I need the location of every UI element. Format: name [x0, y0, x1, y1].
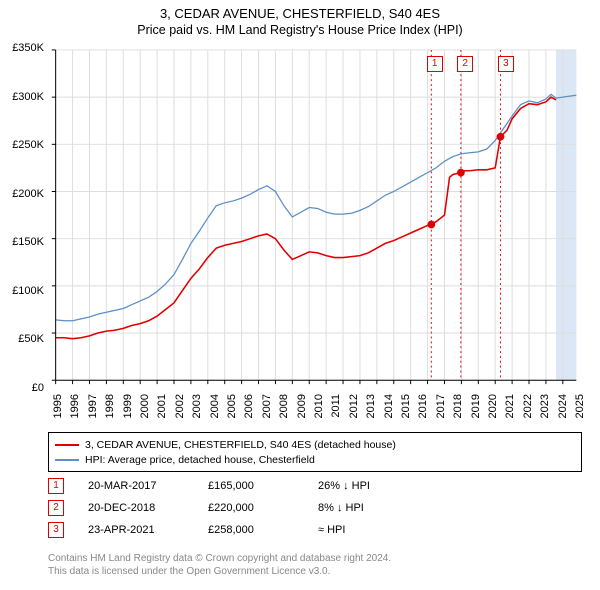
x-tick-label: 1998: [104, 394, 116, 418]
x-tick-label: 2009: [296, 394, 308, 418]
legend-swatch: [55, 444, 79, 446]
y-tick-label: £100K: [12, 285, 44, 297]
x-tick-label: 1996: [69, 394, 81, 418]
x-tick-label: 2007: [261, 394, 273, 418]
sale-diff: 26% ↓ HPI: [318, 480, 428, 492]
x-tick-label: 2012: [348, 394, 360, 418]
x-tick-label: 2013: [365, 394, 377, 418]
x-tick-label: 2024: [557, 394, 569, 418]
legend-label: HPI: Average price, detached house, Ches…: [85, 454, 315, 466]
x-tick-label: 2004: [209, 394, 221, 418]
x-tick-label: 2019: [470, 394, 482, 418]
x-tick-label: 1997: [87, 394, 99, 418]
plot-area: [48, 48, 584, 388]
x-tick-label: 2011: [330, 394, 342, 418]
x-tick-label: 2010: [313, 394, 325, 418]
x-tick-label: 2020: [487, 394, 499, 418]
chart-subtitle: Price paid vs. HM Land Registry's House …: [0, 23, 600, 37]
y-tick-label: £350K: [12, 42, 44, 54]
x-tick-label: 1995: [52, 394, 64, 418]
sale-point: [457, 169, 465, 177]
y-tick-label: £150K: [12, 236, 44, 248]
sale-marker-box: 1: [48, 478, 64, 494]
sale-point: [497, 133, 505, 141]
y-tick-label: £0: [32, 382, 44, 394]
footer-line1: Contains HM Land Registry data © Crown c…: [48, 552, 391, 565]
series-paid: [56, 97, 556, 339]
x-tick-label: 2000: [139, 394, 151, 418]
sale-marker-box: 2: [48, 500, 64, 516]
x-tick-label: 1999: [122, 394, 134, 418]
sale-marker-box: 3: [48, 522, 64, 538]
event-marker-3: 3: [498, 56, 514, 72]
y-tick-label: £250K: [12, 139, 44, 151]
x-tick-label: 2025: [574, 394, 586, 418]
footer-line2: This data is licensed under the Open Gov…: [48, 565, 391, 578]
sale-date: 20-MAR-2017: [88, 480, 208, 492]
sale-row: 3 23-APR-2021£258,000≈ HPI: [48, 522, 428, 538]
y-tick-label: £300K: [12, 91, 44, 103]
x-tick-label: 2016: [417, 394, 429, 418]
event-marker-1: 1: [427, 56, 443, 72]
sale-point: [427, 221, 435, 229]
legend-swatch: [55, 459, 79, 461]
x-tick-label: 2014: [383, 394, 395, 418]
footer-attribution: Contains HM Land Registry data © Crown c…: [48, 552, 391, 578]
sale-row: 2 20-DEC-2018£220,0008% ↓ HPI: [48, 500, 428, 516]
x-tick-label: 2005: [226, 394, 238, 418]
legend-label: 3, CEDAR AVENUE, CHESTERFIELD, S40 4ES (…: [85, 439, 396, 451]
chart-title: 3, CEDAR AVENUE, CHESTERFIELD, S40 4ES: [0, 6, 600, 21]
x-tick-label: 2003: [191, 394, 203, 418]
legend-row: HPI: Average price, detached house, Ches…: [55, 452, 575, 467]
legend: 3, CEDAR AVENUE, CHESTERFIELD, S40 4ES (…: [48, 432, 582, 472]
x-tick-label: 2017: [435, 394, 447, 418]
x-tick-label: 2006: [243, 394, 255, 418]
sale-diff: ≈ HPI: [318, 524, 428, 536]
x-tick-label: 2018: [452, 394, 464, 418]
y-tick-label: £200K: [12, 188, 44, 200]
chart-container: 3, CEDAR AVENUE, CHESTERFIELD, S40 4ES P…: [0, 0, 600, 590]
sale-row: 1 20-MAR-2017£165,00026% ↓ HPI: [48, 478, 428, 494]
sale-price: £220,000: [208, 502, 318, 514]
sale-date: 20-DEC-2018: [88, 502, 208, 514]
x-tick-label: 2001: [156, 394, 168, 418]
chart-title-block: 3, CEDAR AVENUE, CHESTERFIELD, S40 4ES P…: [0, 0, 600, 37]
y-tick-label: £50K: [18, 333, 44, 345]
sale-price: £258,000: [208, 524, 318, 536]
sale-diff: 8% ↓ HPI: [318, 502, 428, 514]
legend-row: 3, CEDAR AVENUE, CHESTERFIELD, S40 4ES (…: [55, 437, 575, 452]
x-tick-label: 2022: [522, 394, 534, 418]
sale-date: 23-APR-2021: [88, 524, 208, 536]
event-marker-2: 2: [457, 56, 473, 72]
x-tick-label: 2023: [539, 394, 551, 418]
series-hpi: [56, 94, 577, 320]
sale-price: £165,000: [208, 480, 318, 492]
x-tick-label: 2008: [278, 394, 290, 418]
x-tick-label: 2021: [504, 394, 516, 418]
x-tick-label: 2002: [174, 394, 186, 418]
x-tick-label: 2015: [400, 394, 412, 418]
